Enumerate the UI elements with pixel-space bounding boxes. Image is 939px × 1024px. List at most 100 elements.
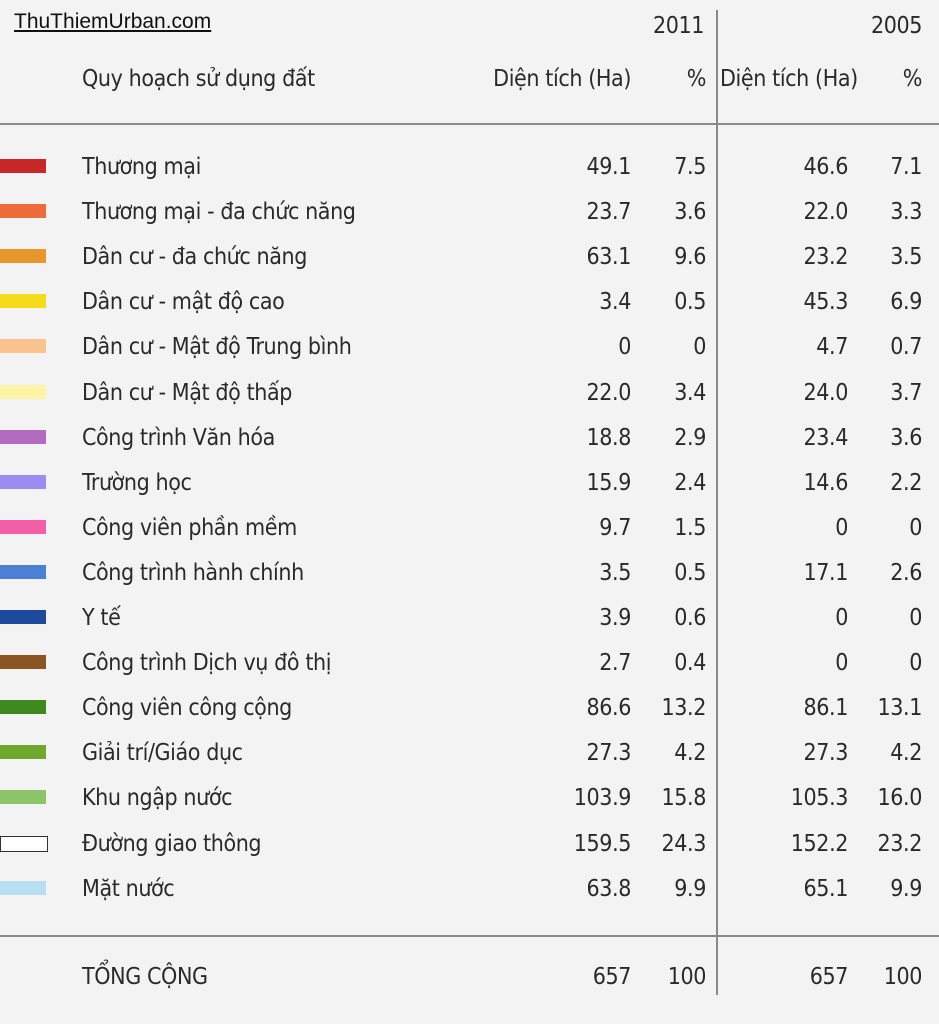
area-2011-value: 9.7 [599,515,631,541]
pct-2011-value: 9.6 [674,244,706,270]
area-2011-value: 103.9 [573,785,632,811]
legend-swatch [0,881,46,895]
legend-swatch [0,430,46,444]
area-2005-value: 0 [835,515,848,541]
legend-swatch [0,475,46,489]
pct-2011-value: 7.5 [674,154,706,180]
pct-2011-value: 0.4 [674,650,706,676]
area-2005-value: 45.3 [803,289,849,315]
legend-swatch [0,790,46,804]
legend-swatch [0,385,46,399]
legend-swatch [0,159,46,173]
pct-2011-value: 2.4 [674,470,706,496]
area-2011-value: 86.6 [586,695,632,721]
area-2011-value: 0 [618,334,631,360]
pct-2011-value: 13.2 [661,695,707,721]
land-use-name: Mặt nước [82,876,175,902]
pct-2005-value: 3.6 [890,425,922,451]
land-use-name: Dân cư - Mật độ Trung bình [82,334,352,360]
pct-2011-value: 1.5 [674,515,706,541]
pct-2005-value: 0 [909,605,922,631]
legend-swatch [0,836,48,852]
total-label: TỔNG CỘNG [82,964,208,990]
land-use-name: Đường giao thông [82,831,262,857]
pct-2005-value: 7.1 [890,154,922,180]
area-2005-value: 22.0 [803,199,849,225]
pct-2011-value: 15.8 [661,785,707,811]
area-2011-value: 3.5 [599,560,631,586]
area-2011-value: 3.4 [599,289,631,315]
pct-2011-value: 0 [693,334,706,360]
area-2011-column-header: Diện tích (Ha) [493,66,631,92]
pct-2011-column-header: % [686,66,707,92]
area-2005-value: 86.1 [803,695,849,721]
land-use-name: Thương mại [82,154,201,180]
area-2011-value: 3.9 [599,605,631,631]
area-2005-value: 152.2 [790,831,849,857]
pct-2011-value: 3.4 [674,380,706,406]
area-2005-value: 0 [835,650,848,676]
area-2011-value: 63.8 [586,876,632,902]
area-2005-value: 105.3 [790,785,849,811]
area-2011-value: 18.8 [586,425,632,451]
total-divider [0,935,939,937]
legend-swatch [0,745,46,759]
land-use-name: Dân cư - Mật độ thấp [82,380,293,406]
land-use-name: Trường học [82,470,192,496]
pct-2011-value: 24.3 [661,831,707,857]
area-2005-value: 24.0 [803,380,849,406]
year-2005-header: 2005 [870,13,922,39]
area-2011-value: 63.1 [586,244,632,270]
area-2011-value: 22.0 [586,380,632,406]
legend-swatch [0,249,46,263]
pct-2011-value: 4.2 [674,740,706,766]
pct-2005-value: 2.6 [890,560,922,586]
area-2005-value: 0 [835,605,848,631]
area-2005-value: 4.7 [816,334,848,360]
land-use-name: Công trình Dịch vụ đô thị [82,650,332,676]
pct-2005-value: 2.2 [890,470,922,496]
area-2005-value: 27.3 [803,740,849,766]
area-2005-value: 14.6 [803,470,849,496]
area-2005-column-header: Diện tích (Ha) [720,66,858,92]
pct-2005-value: 9.9 [890,876,922,902]
land-use-name: Y tế [82,605,121,631]
legend-swatch [0,294,46,308]
area-2011-value: 159.5 [573,831,632,857]
land-use-name: Công viên phần mềm [82,515,297,541]
land-use-name: Thương mại - đa chức năng [82,199,356,225]
land-use-name: Khu ngập nước [82,785,233,811]
total-area-2011: 657 [592,964,632,990]
area-2005-value: 46.6 [803,154,849,180]
pct-2011-value: 3.6 [674,199,706,225]
pct-2005-value: 3.7 [890,380,922,406]
year-2011-header: 2011 [652,13,704,39]
pct-2005-value: 0.7 [890,334,922,360]
total-pct-2005: 100 [883,964,923,990]
header-divider [0,123,939,125]
legend-swatch [0,204,46,218]
area-2005-value: 17.1 [803,560,849,586]
area-2011-value: 2.7 [599,650,631,676]
legend-swatch [0,520,46,534]
pct-2005-value: 0 [909,515,922,541]
pct-2005-value: 16.0 [877,785,923,811]
pct-2005-value: 0 [909,650,922,676]
watermark-link[interactable]: ThuThiemUrban.com [14,10,212,33]
area-2005-value: 65.1 [803,876,849,902]
legend-swatch [0,610,46,624]
column-divider [716,10,718,995]
pct-2011-value: 0.5 [674,560,706,586]
pct-2005-value: 3.3 [890,199,922,225]
legend-swatch [0,339,46,353]
area-2011-value: 23.7 [586,199,632,225]
pct-2005-value: 4.2 [890,740,922,766]
land-use-name: Công trình Văn hóa [82,425,275,451]
area-2005-value: 23.4 [803,425,849,451]
legend-swatch [0,700,46,714]
land-use-name: Công trình hành chính [82,560,304,586]
land-use-name: Công viên công cộng [82,695,292,721]
total-pct-2011: 100 [667,964,707,990]
pct-2011-value: 0.6 [674,605,706,631]
pct-2005-value: 6.9 [890,289,922,315]
